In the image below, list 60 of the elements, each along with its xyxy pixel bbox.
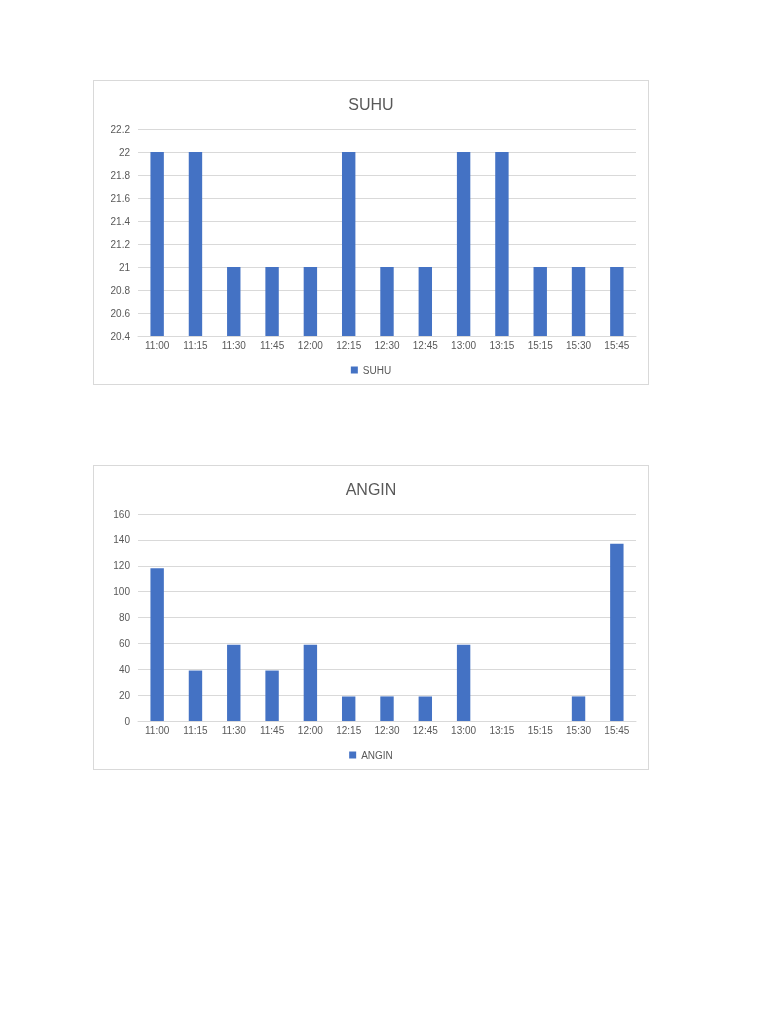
- y-tick-label: 21.6: [110, 192, 131, 204]
- y-tick-label: 120: [113, 560, 131, 572]
- x-tick-label: 11:45: [259, 339, 285, 351]
- y-tick-label: 160: [113, 508, 131, 520]
- bar: [303, 644, 318, 721]
- y-tick-label: 20: [118, 689, 131, 701]
- x-tick-label: 12:30: [374, 724, 400, 736]
- chart-title: ANGIN: [345, 480, 397, 498]
- x-tick-label: 13:00: [451, 339, 477, 351]
- y-tick-label: 21.2: [110, 238, 131, 250]
- y-tick-label: 21.4: [110, 215, 131, 227]
- y-tick-label: 40: [118, 663, 131, 675]
- x-tick-label: 15:45: [604, 339, 630, 351]
- x-tick-label: 11:15: [183, 339, 209, 351]
- bar: [610, 543, 624, 721]
- y-tick-label: 20.4: [110, 330, 131, 342]
- x-tick-label: 12:15: [336, 724, 362, 736]
- bar: [188, 670, 203, 721]
- x-tick-label: 11:00: [145, 724, 170, 736]
- x-tick-label: 15:30: [566, 724, 592, 736]
- x-tick-label: 13:00: [451, 724, 477, 736]
- y-tick-label: 140: [113, 534, 131, 546]
- x-tick-label: 13:15: [489, 339, 515, 351]
- x-tick-label: 11:30: [221, 724, 247, 736]
- x-tick-label: 11:30: [221, 339, 247, 351]
- bar: [418, 696, 433, 721]
- x-tick-label: 13:15: [489, 724, 515, 736]
- legend-label: SUHU: [362, 364, 392, 376]
- x-tick-label: 12:00: [297, 724, 324, 736]
- x-tick-label: 15:15: [527, 339, 554, 351]
- x-tick-label: 15:30: [566, 339, 592, 351]
- bar: [265, 670, 279, 721]
- x-tick-label: 11:15: [183, 724, 209, 736]
- y-tick-label: 80: [118, 612, 131, 623]
- bar: [571, 696, 586, 721]
- bar: [456, 644, 471, 721]
- legend-label: ANGIN: [361, 749, 393, 761]
- bar: [150, 568, 164, 721]
- x-tick-label: 15:15: [527, 724, 554, 736]
- y-tick-label: 100: [113, 586, 131, 598]
- x-tick-label: 11:45: [259, 724, 285, 736]
- x-tick-label: 12:45: [412, 339, 439, 351]
- y-tick-label: 22.2: [110, 123, 131, 135]
- bar: [380, 696, 394, 721]
- x-tick-label: 12:45: [412, 724, 439, 736]
- y-tick-label: 21.8: [110, 169, 131, 181]
- y-tick-label: 21: [118, 261, 131, 273]
- chart-title: SUHU: [348, 95, 394, 113]
- y-tick-label: 60: [118, 637, 131, 649]
- x-tick-label: 15:45: [604, 724, 630, 736]
- y-tick-label: 20.6: [110, 307, 131, 319]
- bar: [341, 696, 356, 721]
- bar: [227, 644, 241, 721]
- y-tick-label: 22: [118, 146, 131, 158]
- x-tick-label: 12:00: [297, 339, 324, 351]
- y-tick-label: 20.8: [110, 284, 131, 296]
- y-tick-label: 0: [124, 715, 131, 727]
- x-tick-label: 12:30: [374, 339, 400, 351]
- x-tick-label: 12:15: [336, 339, 362, 351]
- x-tick-label: 11:00: [145, 339, 170, 351]
